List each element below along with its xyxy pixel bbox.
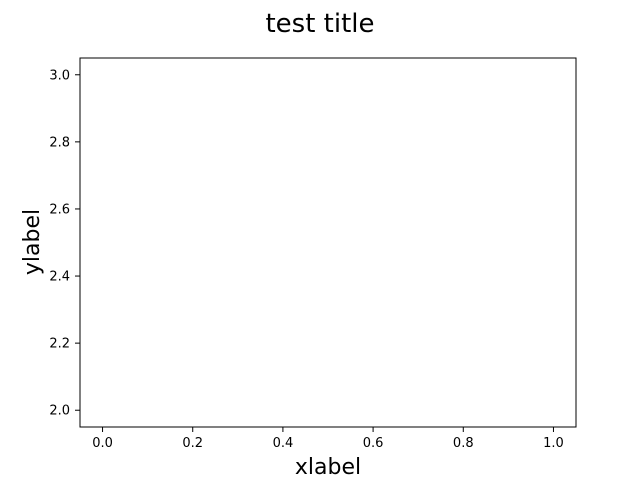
- y-axis: 2.0 2.2 2.4 2.6 2.8 3.0: [49, 68, 80, 419]
- x-axis-label: xlabel: [295, 455, 361, 480]
- y-tick-label: 2.6: [49, 202, 70, 217]
- chart-title: test title: [265, 9, 374, 39]
- plot-area: [79, 57, 577, 428]
- y-tick-label: 2.4: [49, 270, 70, 285]
- plot-frame: [79, 57, 577, 428]
- x-tick-label: 0.8: [453, 436, 474, 451]
- x-axis: 0.0 0.2 0.4 0.6 0.8 1.0: [92, 427, 564, 451]
- y-tick-label: 3.0: [49, 68, 70, 83]
- x-tick-label: 0.6: [363, 436, 384, 451]
- x-tick-label: 0.0: [92, 436, 113, 451]
- x-tick-label: 0.2: [182, 436, 203, 451]
- y-tick-label: 2.0: [49, 404, 70, 419]
- y-tick-label: 2.2: [49, 337, 70, 352]
- x-tick-label: 0.4: [273, 436, 294, 451]
- y-axis-label: ylabel: [20, 209, 45, 275]
- y-tick-label: 2.8: [49, 135, 70, 150]
- x-tick-label: 1.0: [543, 436, 564, 451]
